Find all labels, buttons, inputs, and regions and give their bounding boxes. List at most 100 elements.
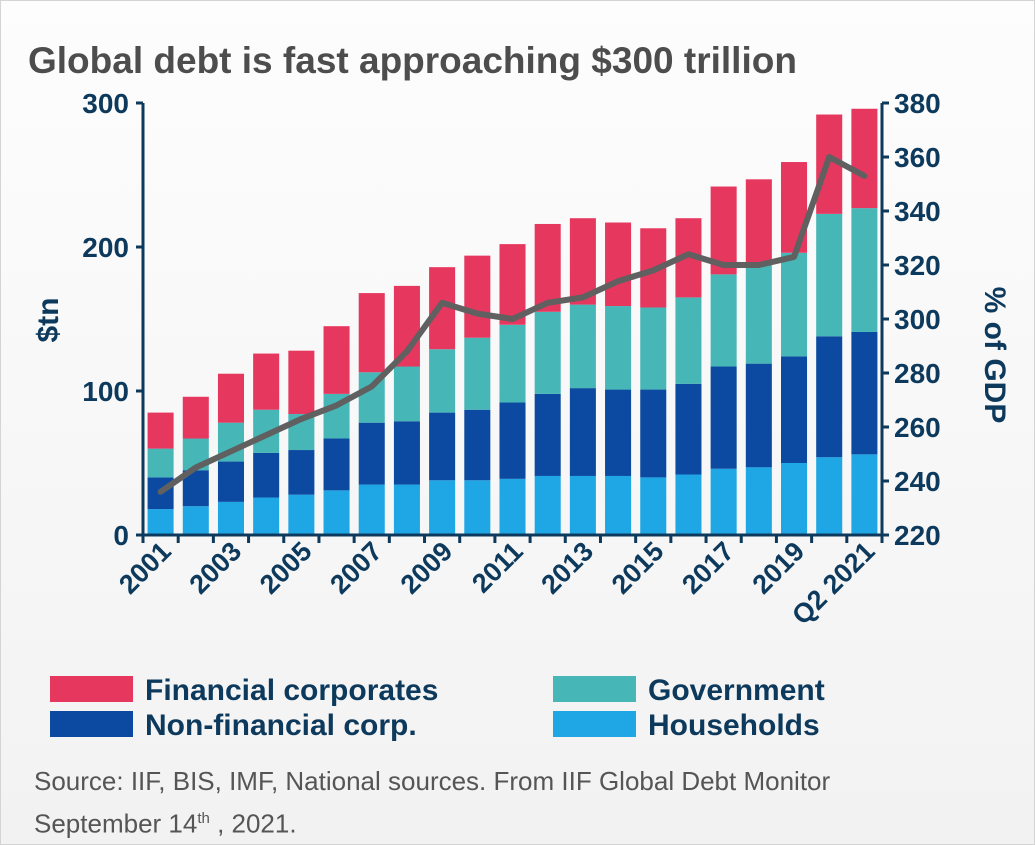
y2-tick-label: 280 (894, 358, 941, 389)
bar-non-financial-corp-q2-2021 (851, 331, 878, 455)
bar-households-2015 (640, 477, 667, 535)
bar-government-2012 (534, 311, 561, 394)
bar-government-q2-2021 (851, 208, 878, 332)
bar-government-2020 (816, 213, 843, 337)
bar-government-2018 (745, 262, 772, 364)
source-line-2: September 14th , 2021. (34, 800, 830, 843)
legend: Financial corporates Government Non-financ… (50, 674, 825, 742)
bar-households-2012 (534, 475, 561, 535)
bar-households-2009 (429, 480, 456, 535)
bar-non-financial-corp-2014 (605, 389, 632, 476)
bar-government-2009 (429, 349, 456, 413)
x-tick-label: 2015 (606, 536, 670, 600)
bar-financial-corporates-2002 (182, 396, 209, 439)
y2-tick-label: 220 (894, 520, 941, 551)
bar-financial-corporates-2018 (745, 179, 772, 263)
bar-government-2013 (569, 304, 596, 389)
y2-axis-title: % of GDP (978, 287, 1011, 424)
bar-financial-corporates-2003 (217, 373, 244, 423)
bar-non-financial-corp-2017 (710, 366, 737, 469)
x-tick-label: 2003 (184, 536, 248, 600)
bar-government-2001 (147, 448, 174, 478)
y-tick-label: 100 (82, 376, 129, 407)
source-date: September 14 (34, 808, 198, 839)
bar-non-financial-corp-2009 (429, 412, 456, 481)
bar-government-2016 (675, 297, 702, 384)
x-tick-label: 2013 (535, 536, 599, 600)
y-tick-label: 300 (82, 88, 129, 119)
x-tick-label: 2011 (466, 536, 529, 599)
bar-government-2008 (393, 366, 420, 422)
legend-swatch-financial-corporates (50, 676, 133, 702)
source-note: Source: IIF, BIS, IMF, National sources.… (34, 762, 830, 843)
legend-label-government: Government (648, 674, 825, 707)
y2-tick-label: 380 (894, 88, 941, 119)
bar-government-2010 (464, 337, 491, 410)
bar-non-financial-corp-2012 (534, 393, 561, 476)
y2-tick-label: 260 (894, 412, 941, 443)
bar-financial-corporates-2014 (605, 222, 632, 307)
x-tick-label: 2009 (395, 536, 459, 600)
bar-households-2003 (217, 501, 244, 535)
bar-government-2014 (605, 306, 632, 390)
bar-households-2008 (393, 484, 420, 535)
source-date-suffix: th (197, 810, 210, 827)
bar-financial-corporates-2007 (358, 293, 385, 373)
bar-non-financial-corp-2006 (323, 438, 350, 491)
bar-households-2005 (288, 494, 315, 535)
source-line-1: Source: IIF, BIS, IMF, National sources.… (34, 766, 831, 796)
bar-households-2001 (147, 509, 174, 535)
bar-non-financial-corp-2005 (288, 450, 315, 495)
bar-households-2020 (816, 457, 843, 535)
legend-swatch-non-financial-corp (50, 711, 133, 737)
y2-tick-label: 360 (894, 142, 941, 173)
bar-households-2002 (182, 506, 209, 535)
line-layer (157, 154, 868, 495)
bar-financial-corporates-2001 (147, 412, 174, 449)
bar-households-2014 (605, 475, 632, 535)
bar-non-financial-corp-2020 (816, 336, 843, 458)
y-axis-title: $tn (32, 298, 65, 343)
bar-non-financial-corp-2011 (499, 402, 526, 479)
bar-households-2011 (499, 478, 526, 535)
source-year: , 2021. (209, 808, 297, 839)
y-tick-label: 200 (82, 232, 129, 263)
bar-financial-corporates-2010 (464, 255, 491, 338)
bar-households-2016 (675, 474, 702, 535)
bar-non-financial-corp-2007 (358, 422, 385, 485)
bar-non-financial-corp-2013 (569, 388, 596, 476)
bar-government-2017 (710, 274, 737, 367)
x-tick-label: 2019 (747, 536, 811, 600)
bar-financial-corporates-2004 (253, 353, 280, 410)
y2-tick-label: 240 (894, 466, 941, 497)
bar-government-2015 (640, 307, 667, 390)
x-tick-label: 2007 (324, 536, 388, 600)
y2-tick-label: 340 (894, 196, 941, 227)
gdp-ratio-line (157, 154, 868, 495)
y2-tick-label: 300 (894, 304, 941, 335)
bar-households-2017 (710, 468, 737, 535)
bars-group (147, 108, 878, 535)
bar-financial-corporates-2006 (323, 326, 350, 394)
bar-financial-corporates-2005 (288, 350, 315, 415)
bar-government-2019 (781, 252, 808, 357)
bar-households-2013 (569, 475, 596, 535)
bar-financial-corporates-2011 (499, 244, 526, 325)
bar-households-q2-2021 (851, 454, 878, 535)
x-tick-label: 2005 (254, 536, 318, 600)
bar-non-financial-corp-2018 (745, 363, 772, 468)
bar-households-2004 (253, 497, 280, 535)
bar-non-financial-corp-2004 (253, 452, 280, 498)
legend-label-financial-corporates: Financial corporates (145, 674, 438, 707)
legend-swatch-government (553, 676, 636, 702)
bar-households-2018 (745, 467, 772, 535)
bar-non-financial-corp-2019 (781, 356, 808, 463)
legend-label-non-financial-corp: Non-financial corp. (145, 709, 417, 742)
bar-government-2011 (499, 324, 526, 403)
legend-label-households: Households (648, 709, 820, 742)
y-tick-label: 0 (113, 520, 129, 551)
bar-non-financial-corp-2008 (393, 421, 420, 485)
bar-households-2019 (781, 463, 808, 535)
bar-non-financial-corp-2003 (217, 461, 244, 502)
